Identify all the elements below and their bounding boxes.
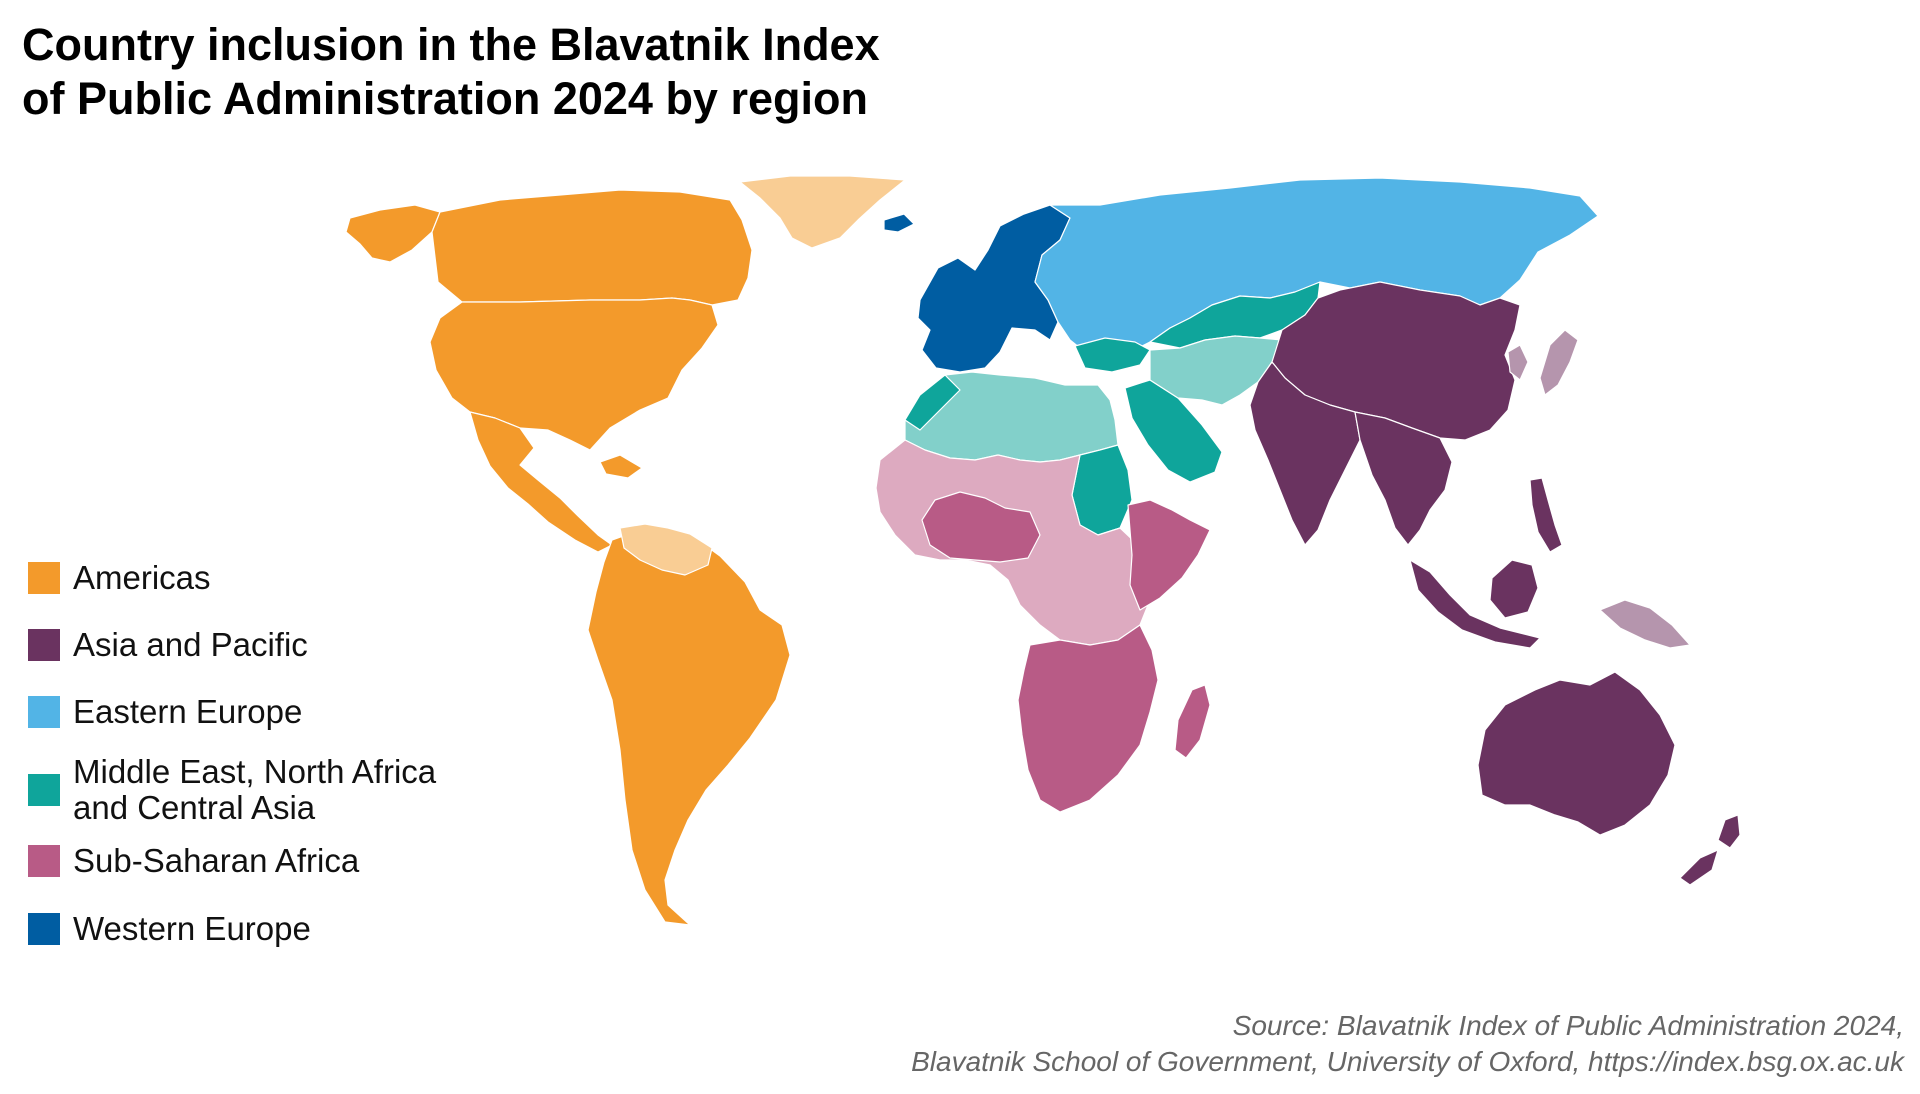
legend-swatch	[28, 913, 60, 945]
legend-item-western-europe: Western Europe	[28, 911, 311, 947]
legend-label-line: Middle East, North Africa	[73, 753, 437, 790]
region-iceland	[883, 213, 915, 233]
legend-swatch	[28, 696, 60, 728]
legend-label-line: and Central Asia	[73, 789, 316, 826]
legend-label: Asia and Pacific	[73, 627, 308, 663]
region-venezuela-guianas	[619, 523, 713, 576]
legend-label: Sub-Saharan Africa	[73, 843, 359, 879]
legend-swatch	[28, 774, 60, 806]
legend-item-eastern-europe: Eastern Europe	[28, 694, 302, 730]
legend-item-ssa: Sub-Saharan Africa	[28, 843, 359, 879]
region-morocco	[904, 374, 961, 431]
region-south-asia	[1249, 361, 1361, 546]
legend-label-line: Eastern Europe	[73, 693, 303, 730]
region-east-africa	[1127, 499, 1211, 611]
region-caribbean	[599, 454, 643, 479]
region-eastern-europe	[1034, 177, 1599, 361]
legend-swatch	[28, 562, 60, 594]
legend-label-line: Western Europe	[73, 910, 311, 947]
region-turkey-levant	[1074, 337, 1151, 373]
legend-item-mena-ca: Middle East, North Africa and Central Asi…	[28, 754, 436, 826]
region-sudan	[1071, 444, 1133, 536]
region-new-zealand	[1679, 814, 1741, 886]
legend-swatch	[28, 629, 60, 661]
region-south-america	[587, 529, 791, 926]
legend-label: Eastern Europe	[73, 694, 302, 730]
legend-item-asia-pacific: Asia and Pacific	[28, 627, 308, 663]
legend-label-line: Sub-Saharan Africa	[73, 842, 360, 879]
region-australia	[1477, 671, 1676, 836]
region-madagascar	[1174, 684, 1211, 759]
legend-swatch	[28, 845, 60, 877]
legend-label: Middle East, North Africa and Central Asi…	[73, 754, 436, 826]
region-southeast-asia	[1354, 411, 1453, 546]
region-philippines	[1529, 477, 1563, 553]
legend-label-line: Asia and Pacific	[73, 626, 308, 663]
region-canada	[431, 189, 753, 306]
region-mexico-central-america	[469, 411, 613, 553]
source-line-2: Blavatnik School of Government, Universi…	[911, 1046, 1904, 1077]
region-greenland	[739, 175, 906, 249]
source-note: Source: Blavatnik Index of Public Admini…	[911, 1008, 1904, 1080]
title-line-2: of Public Administration 2024 by region	[22, 73, 868, 124]
region-new-guinea	[1599, 599, 1691, 649]
region-sumatra-java	[1409, 559, 1541, 649]
page-title: Country inclusion in the Blavatnik Index…	[22, 18, 880, 126]
region-borneo	[1489, 559, 1539, 619]
region-west-africa-included	[921, 491, 1041, 563]
source-line-1: Source: Blavatnik Index of Public Admini…	[1232, 1010, 1904, 1041]
region-alaska	[345, 204, 441, 263]
title-line-1: Country inclusion in the Blavatnik Index	[22, 19, 880, 70]
legend-label: Western Europe	[73, 911, 311, 947]
region-southern-africa	[1017, 624, 1159, 813]
legend-item-americas: Americas	[28, 560, 211, 596]
legend-label-line: Americas	[73, 559, 211, 596]
region-korea-japan	[1507, 329, 1579, 396]
legend-label: Americas	[73, 560, 211, 596]
region-usa	[429, 297, 719, 451]
